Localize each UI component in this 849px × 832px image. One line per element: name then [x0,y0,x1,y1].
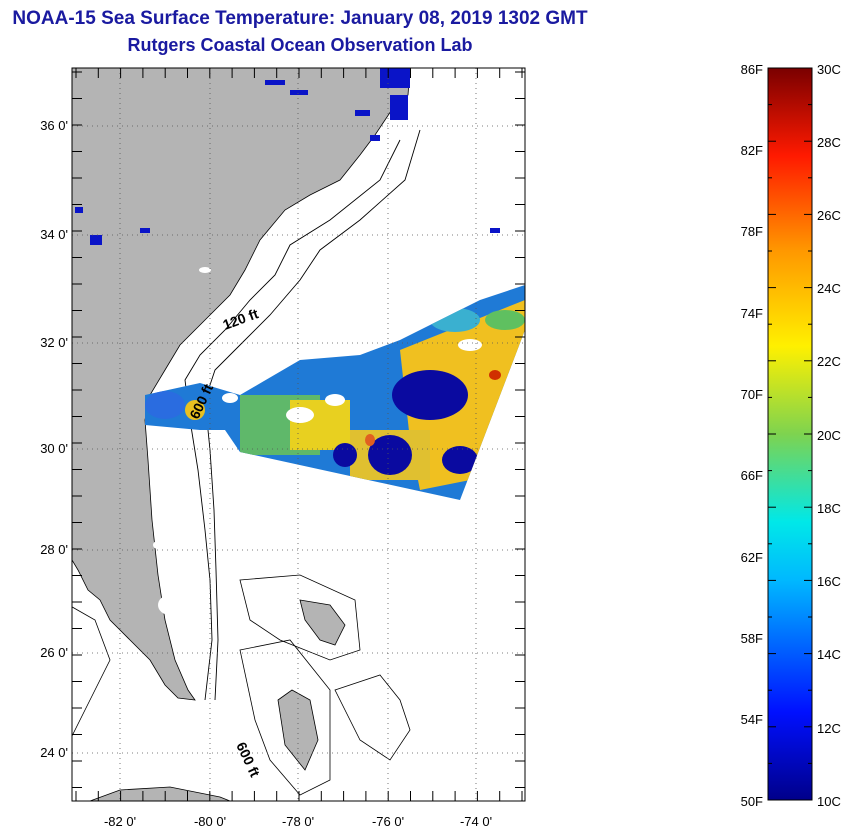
colorbar-f-label: 70F [741,387,763,402]
map-gridlines [72,68,525,801]
contour-600ft [204,129,421,701]
lat-label: 26 0' [40,645,68,660]
colorbar-c-label: 22C [817,354,841,369]
lat-label: 24 0' [40,745,68,760]
colorbar-f-label: 86F [741,62,763,77]
lat-labels: 36 0' 34 0' 32 0' 30 0' 28 0' 26 0' 24 0… [40,118,68,760]
lon-label: -76 0' [372,814,404,829]
map-subtitle: Rutgers Coastal Ocean Observation Lab [127,35,473,55]
colorbar-f-label: 74F [741,306,763,321]
lat-label: 36 0' [40,118,68,133]
colorbar-c-labels: 30C 28C 26C 24C 22C 20C 18C 16C 14C 12C … [817,62,841,809]
lon-labels: -82 0' -80 0' -78 0' -76 0' -74 0' [104,814,492,829]
colorbar-c-label: 18C [817,501,841,516]
colorbar-c-label: 14C [817,647,841,662]
colorbar-c-label: 26C [817,208,841,223]
colorbar-c-label: 24C [817,281,841,296]
colorbar-c-label: 30C [817,62,841,77]
lon-label: -78 0' [282,814,314,829]
map-ticks [72,68,525,801]
colorbar-f-label: 78F [741,224,763,239]
land-mainland [72,68,411,701]
lat-label: 30 0' [40,441,68,456]
lat-label: 28 0' [40,542,68,557]
colorbar-f-label: 54F [741,712,763,727]
lat-label: 32 0' [40,335,68,350]
colorbar-c-label: 20C [817,428,841,443]
colorbar-ticks [768,67,812,801]
colorbar-f-label: 58F [741,631,763,646]
colorbar-f-label: 82F [741,143,763,158]
lon-label: -80 0' [194,814,226,829]
colorbar-c-label: 10C [817,794,841,809]
colorbar-c-label: 12C [817,721,841,736]
land-cuba [89,786,231,801]
map-title: NOAA-15 Sea Surface Temperature: January… [12,8,588,29]
contour-120ft [184,139,401,701]
colorbar-c-label: 16C [817,574,841,589]
colorbar-c-label: 28C [817,135,841,150]
colorbar-f-label: 50F [741,794,763,809]
lon-label: -82 0' [104,814,136,829]
colorbar-f-label: 66F [741,468,763,483]
lat-label: 34 0' [40,227,68,242]
land-bahamas-2 [277,689,319,771]
land-bahamas-1 [299,599,346,646]
lon-label: -74 0' [460,814,492,829]
colorbar-f-label: 62F [741,550,763,565]
map-panel: 120 ft 600 ft 600 ft [72,68,525,801]
colorbar-f-labels: 86F 82F 78F 74F 70F 66F 62F 58F 54F 50F [741,62,763,809]
sst-coastal-pixels [75,68,500,245]
